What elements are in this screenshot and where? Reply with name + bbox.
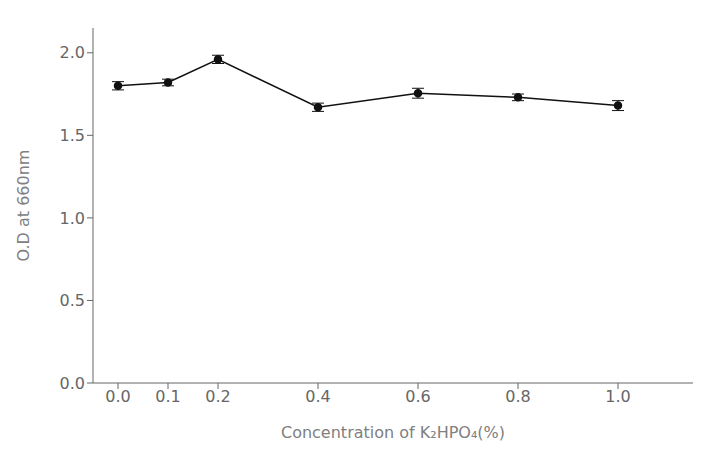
svg-text:0.6: 0.6 [405,387,430,406]
svg-text:0.8: 0.8 [505,387,530,406]
svg-text:0.1: 0.1 [155,387,180,406]
svg-text:1.0: 1.0 [605,387,630,406]
svg-text:Concentration of K₂HPO₄(%): Concentration of K₂HPO₄(%) [281,423,505,442]
svg-text:0.0: 0.0 [105,387,130,406]
svg-text:2.0: 2.0 [60,43,85,62]
svg-text:O.D at 660nm: O.D at 660nm [14,150,33,262]
svg-text:1.5: 1.5 [60,126,85,145]
svg-text:0.2: 0.2 [205,387,230,406]
svg-text:1.0: 1.0 [60,209,85,228]
svg-text:0.0: 0.0 [60,374,85,393]
svg-text:0.4: 0.4 [305,387,330,406]
svg-text:0.5: 0.5 [60,291,85,310]
